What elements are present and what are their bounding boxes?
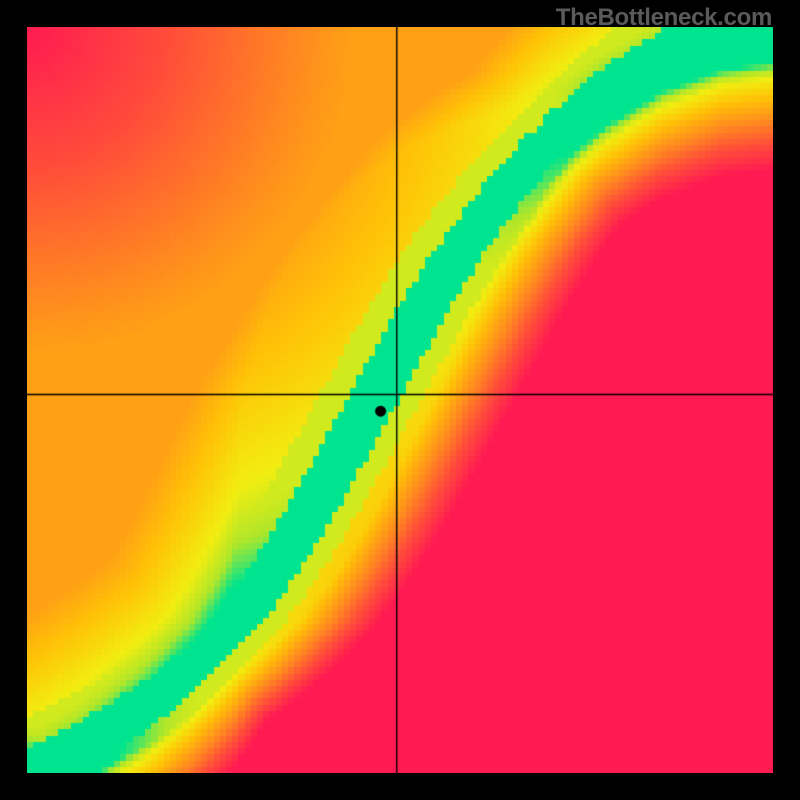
figure-container: TheBottleneck.com <box>0 0 800 800</box>
bottleneck-heatmap <box>27 27 773 773</box>
watermark-text: TheBottleneck.com <box>556 4 772 32</box>
